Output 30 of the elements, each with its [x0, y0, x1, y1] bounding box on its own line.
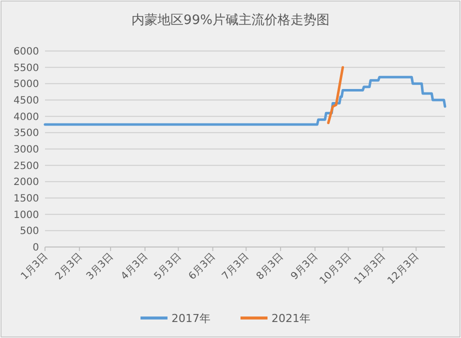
- y-tick-label: 6000: [14, 46, 39, 58]
- x-tick-label: 12月3日: [386, 251, 422, 287]
- x-tick-label: 6月3日: [186, 251, 218, 282]
- x-tick-label: 9月3日: [289, 251, 320, 282]
- x-tick-label: 1月3日: [19, 251, 50, 282]
- line-series: [44, 76, 446, 126]
- x-tick-label: 7月3日: [220, 251, 252, 282]
- y-tick-label: 500: [20, 226, 39, 238]
- x-tick-label: 8月3日: [254, 251, 286, 282]
- line-series: [327, 66, 344, 124]
- legend-label: 2021年: [272, 312, 310, 325]
- y-tick-label: 1000: [14, 210, 39, 221]
- y-tick-label: 4000: [14, 112, 39, 123]
- x-tick-label: 2月3日: [54, 251, 85, 282]
- y-tick-label: 5000: [14, 79, 39, 90]
- y-tick-label: 5500: [14, 62, 39, 74]
- legend-label: 2017年: [172, 312, 210, 325]
- y-tick-label: 1500: [14, 194, 39, 204]
- y-tick-label: 4500: [14, 96, 39, 106]
- y-tick-label: 0: [32, 242, 39, 254]
- y-tick-label: 3000: [14, 144, 39, 156]
- x-tick-label: 4月3日: [119, 251, 150, 282]
- y-tick-label: 2000: [14, 177, 39, 188]
- chart-title: 内蒙地区99%片碱主流价格走势图: [132, 12, 330, 28]
- y-tick-label: 3500: [14, 128, 39, 140]
- y-tick-label: 2500: [14, 160, 39, 172]
- x-tick-label: 11月3日: [352, 251, 388, 287]
- x-tick-label: 5月3日: [152, 251, 184, 282]
- x-tick-label: 10月3日: [318, 251, 354, 287]
- x-tick-label: 3月3日: [84, 251, 116, 282]
